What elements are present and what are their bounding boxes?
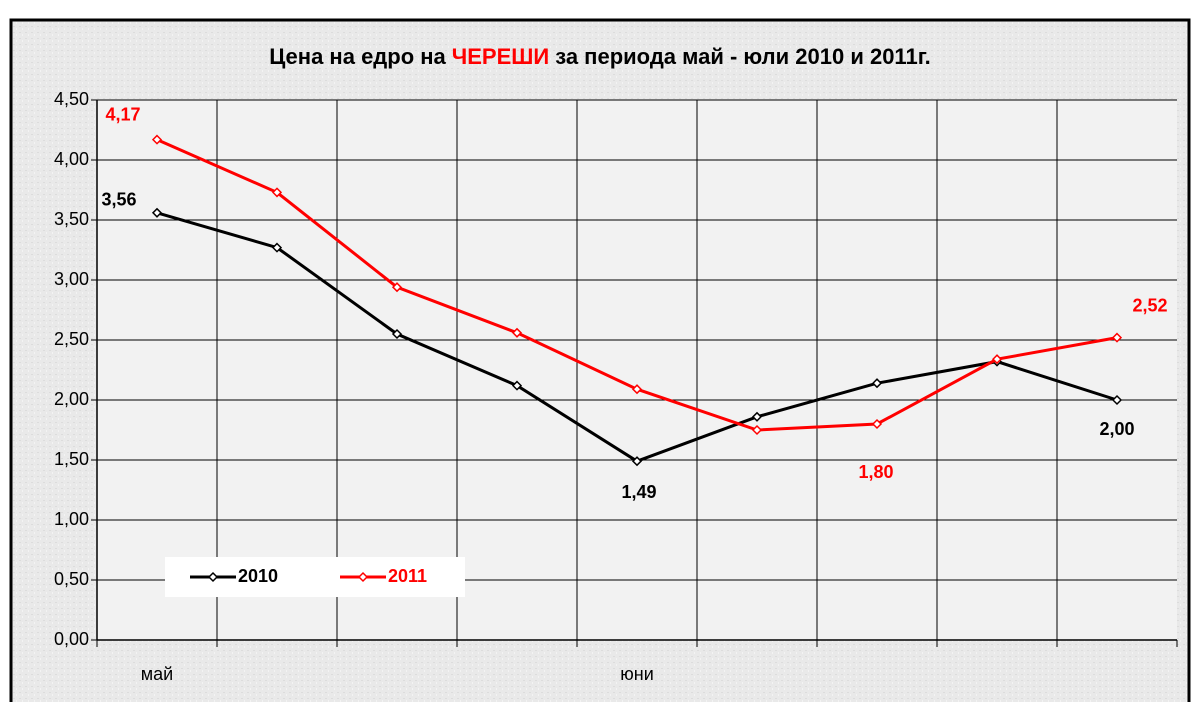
point-marker [151,207,163,218]
y-tick-label: 3,50 [54,209,89,229]
y-tick-label: 0,00 [54,629,89,649]
point-marker [631,456,643,467]
title-part: за периода май - юли 2010 и 2011г. [555,44,931,69]
point-marker [991,354,1003,365]
y-tick-label: 3,00 [54,269,89,289]
point-marker [271,242,283,253]
y-tick-label: 0,50 [54,569,89,589]
point-marker [511,380,523,391]
data-label: 2,00 [1099,419,1134,439]
legend-marker [357,571,369,583]
y-tick-label: 1,00 [54,509,89,529]
chart-title: Цена на едро на ЧЕРЕШИ за периода май - юл… [269,44,931,69]
x-tick-label: май [141,664,173,684]
data-label: 4,17 [105,104,140,124]
y-tick-label: 4,50 [54,89,89,109]
y-tick-label: 1,50 [54,449,89,469]
point-marker [391,282,403,293]
legend-marker [207,571,219,583]
y-tick-label: 4,00 [54,149,89,169]
point-marker [751,411,763,422]
y-tick-label: 2,00 [54,389,89,409]
point-marker [631,384,643,395]
point-marker [1111,394,1123,406]
title-part: ЧЕРЕШИ [452,44,549,69]
point-marker [751,424,763,436]
point-marker [871,378,883,389]
point-marker [391,328,403,340]
point-marker [1111,332,1123,343]
point-marker [271,187,283,198]
y-tick-label: 2,50 [54,329,89,349]
legend-label: 2011 [388,566,427,586]
data-label: 1,80 [858,462,893,482]
data-label: 2,52 [1132,295,1167,315]
point-marker [151,134,163,145]
point-marker [871,418,883,430]
legend-label: 2010 [238,566,278,586]
title-part: Цена на едро на [269,44,446,69]
point-marker [511,327,523,338]
data-label: 1,49 [621,482,656,502]
x-tick-label: юни [620,664,654,684]
data-label: 3,56 [101,190,136,210]
